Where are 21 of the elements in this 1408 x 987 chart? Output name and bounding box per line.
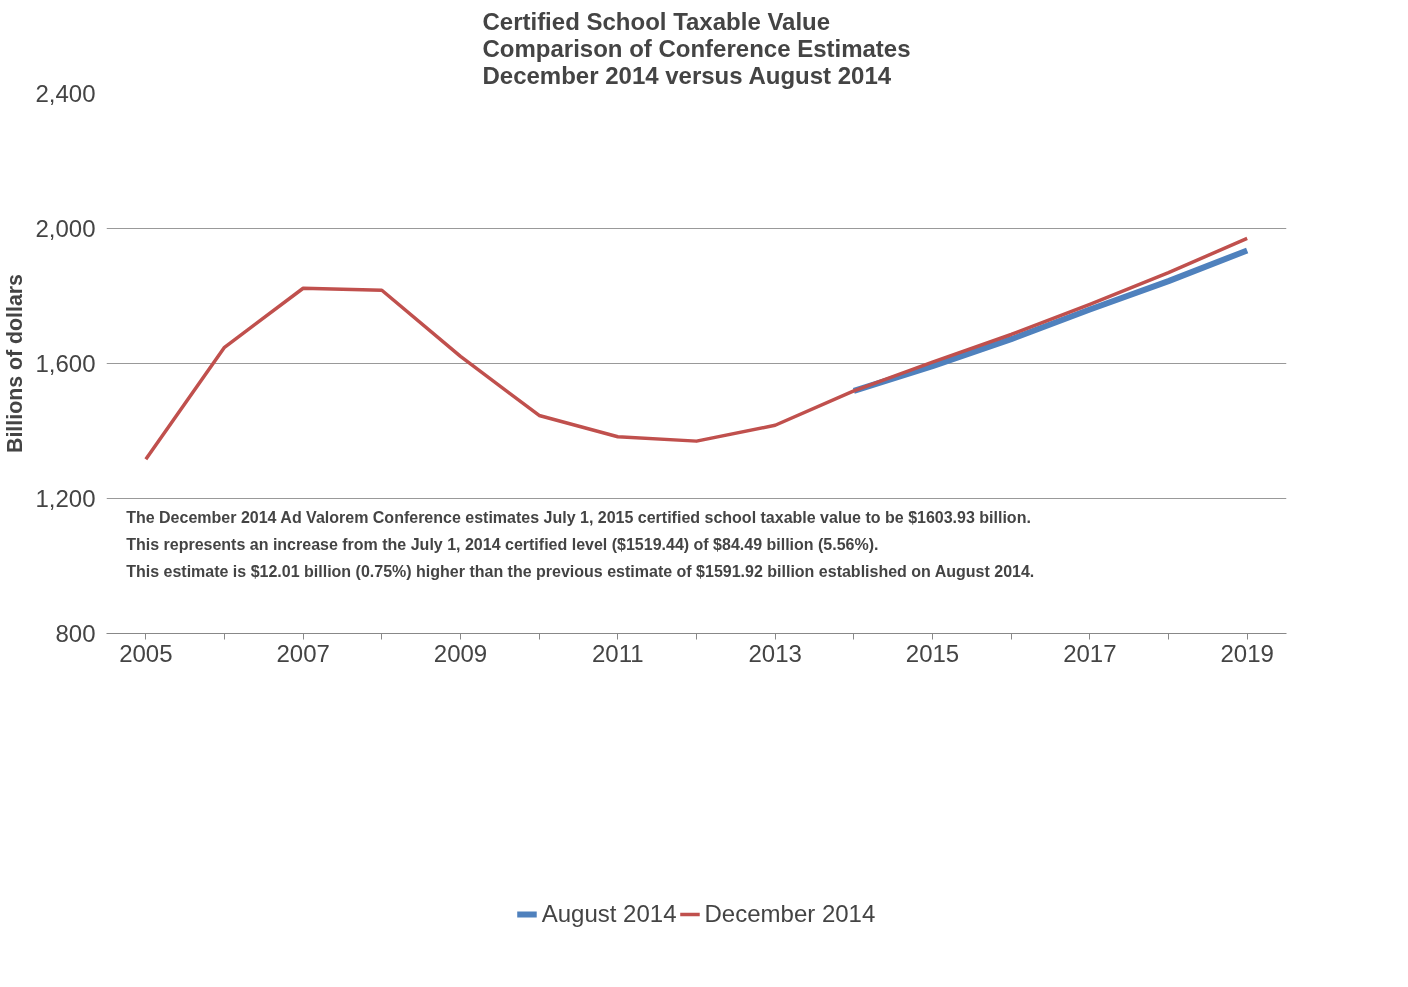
- y-tick-label: 1,200: [35, 485, 96, 512]
- y-tick-label: 800: [55, 620, 96, 647]
- y-axis-title: Billions of dollars: [3, 274, 28, 453]
- legend-label: August 2014: [541, 900, 677, 928]
- line-series: [144, 236, 1249, 462]
- x-tick-label: 2017: [1063, 639, 1117, 667]
- x-tick-label: 2013: [748, 639, 802, 667]
- annotation: The December 2014 Ad Valorem Conference estimates July 1, 2015 certified school taxable value to be $1603.93 billion.: [126, 508, 1031, 526]
- x-tick-label: 2005: [119, 639, 173, 667]
- y-tick-label: 2,000: [35, 215, 96, 242]
- x-tick-label: 2019: [1220, 639, 1274, 667]
- y-tick-label: 2,400: [35, 80, 96, 107]
- chart-title: Certified School Taxable Value Comparison of Conference Estimates December 2014 versus August 2014: [482, 7, 911, 89]
- x-tick-label: 2009: [433, 639, 488, 667]
- annotation: This estimate is $12.01 billion (0.75%) higher than the previous estimate of $1591.92 billion established on August 2014.: [126, 562, 1035, 580]
- legend-label: December 2014: [704, 900, 876, 928]
- y-tick-label: 1,600: [35, 350, 96, 377]
- annotation: This represents an increase from the July 1, 2014 certified level ($1519.44) of $84.49 billion (5.56%).: [126, 535, 879, 553]
- x-tick-label: 2007: [276, 639, 330, 667]
- x-tick-label: 2015: [905, 639, 960, 667]
- x-tick-label: 2011: [592, 639, 644, 667]
